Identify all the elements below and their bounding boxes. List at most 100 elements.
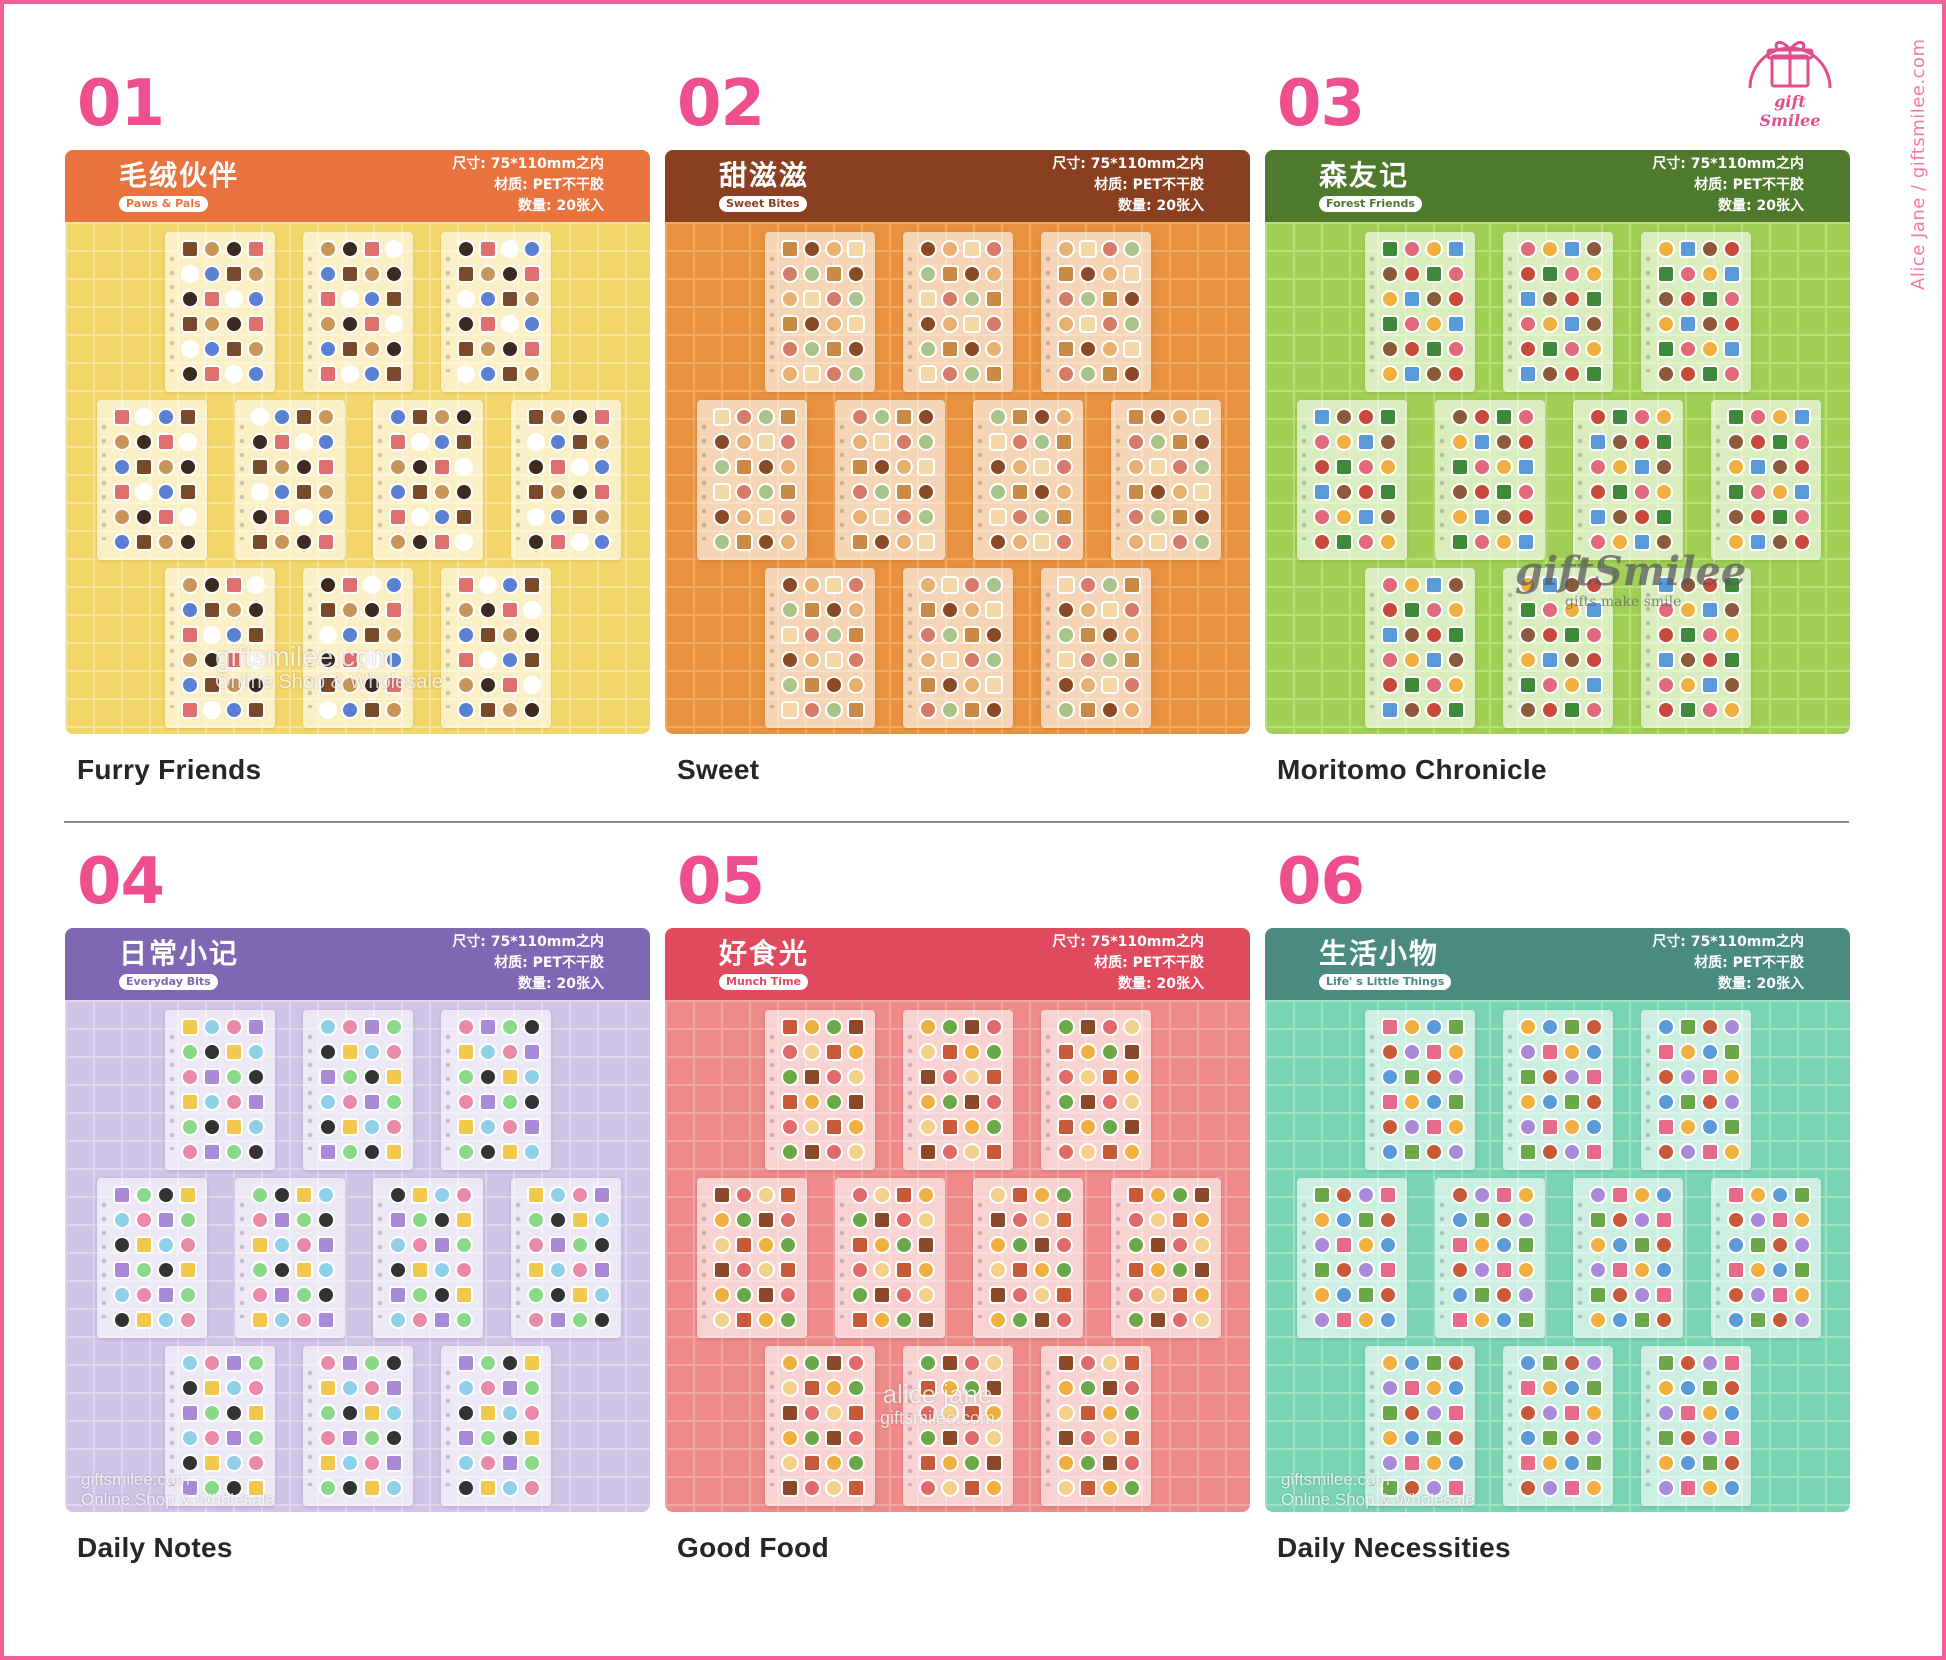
sticker-dot (1585, 576, 1603, 594)
sticker-dot (825, 1354, 843, 1372)
sticker-dot (803, 576, 821, 594)
binder-holes (701, 420, 707, 540)
sticker-dot (1519, 365, 1537, 383)
sticker-dot (735, 1186, 753, 1204)
sticker-dot (1727, 1211, 1745, 1229)
sticker-dot (1563, 576, 1581, 594)
sticker-sheet (903, 232, 1013, 392)
sticker-pack-card[interactable]: 甜滋滋 Sweet Bites 尺寸: 75*110mm之内 材质: PET不干… (665, 150, 1250, 734)
sticker-dot (963, 1143, 981, 1161)
binder-holes (907, 588, 913, 708)
sticker-dot (1101, 1354, 1119, 1372)
sticker-sheet (1041, 1010, 1151, 1170)
sticker-dot (847, 1404, 865, 1422)
spec-material: 材质: PET不干胶 (494, 955, 604, 971)
sticker-dot (1357, 1236, 1375, 1254)
sticker-dot (1655, 533, 1673, 551)
sticker-dot (363, 1479, 381, 1497)
sticker-dot (385, 265, 403, 283)
sticker-dot (919, 1379, 937, 1397)
sticker-dot (135, 483, 153, 501)
sticker-dot (389, 1236, 407, 1254)
sticker-dot (963, 1118, 981, 1136)
sticker-dot (1079, 601, 1097, 619)
binder-holes (1301, 1198, 1307, 1318)
sticker-dot (385, 1404, 403, 1422)
sticker-dot (781, 265, 799, 283)
sticker-dot (1079, 1429, 1097, 1447)
sticker-dot (1541, 576, 1559, 594)
sticker-dot (1403, 576, 1421, 594)
sticker-dot (1633, 1286, 1651, 1304)
sticker-dot (847, 365, 865, 383)
sticker-dot (113, 408, 131, 426)
sticker-dot (363, 676, 381, 694)
sticker-dot (941, 315, 959, 333)
sticker-dot (1403, 601, 1421, 619)
sticker-dot (919, 340, 937, 358)
sticker-dot (1589, 458, 1607, 476)
card-body-sheets: giftSmilee gifts make smile (1265, 222, 1850, 734)
sticker-dot (457, 1118, 475, 1136)
sticker-dot (295, 533, 313, 551)
sticker-dot (985, 1429, 1003, 1447)
sticker-dot (179, 1261, 197, 1279)
sticker-pack-card[interactable]: 日常小记 Everyday Bits 尺寸: 75*110mm之内 材质: PE… (65, 928, 650, 1512)
sticker-dot (363, 701, 381, 719)
gift-smilee-logo[interactable]: gift Smilee (1742, 26, 1838, 130)
sticker-dot (523, 1068, 541, 1086)
binder-holes (1115, 1198, 1121, 1318)
sticker-dot (1771, 483, 1789, 501)
sticker-dot (113, 1186, 131, 1204)
sticker-dot (941, 1479, 959, 1497)
sticker-dot (1495, 1211, 1513, 1229)
sticker-dot (317, 1311, 335, 1329)
sticker-dot (1011, 1186, 1029, 1204)
sticker-dot (385, 290, 403, 308)
sticker-dot (319, 1093, 337, 1111)
sticker-dot (295, 1261, 313, 1279)
sticker-dot (779, 1236, 797, 1254)
binder-holes (307, 1030, 313, 1150)
sticker-dot (225, 1043, 243, 1061)
sticker-dot (1541, 1143, 1559, 1161)
sticker-dot (203, 290, 221, 308)
sticker-dot (363, 1143, 381, 1161)
sticker-dot (181, 1118, 199, 1136)
sticker-dot (1541, 1379, 1559, 1397)
sticker-dot (523, 240, 541, 258)
sticker-dot (181, 1454, 199, 1472)
sticker-dot (433, 508, 451, 526)
sticker-dot (1171, 1186, 1189, 1204)
sticker-pack-card[interactable]: 生活小物 Life' s Little Things 尺寸: 75*110mm之… (1265, 928, 1850, 1512)
sticker-dot (571, 533, 589, 551)
sticker-dot (527, 1236, 545, 1254)
sticker-dot (1517, 1261, 1535, 1279)
sticker-dot (319, 290, 337, 308)
sticker-dot (1701, 1093, 1719, 1111)
item-caption: Daily Notes (77, 1532, 233, 1563)
sticker-dot (1193, 1311, 1211, 1329)
sticker-dot (1495, 533, 1513, 551)
sticker-dot (225, 1118, 243, 1136)
sticker-dot (1447, 601, 1465, 619)
sticker-pack-card[interactable]: 森友记 Forest Friends 尺寸: 75*110mm之内 材质: PE… (1265, 150, 1850, 734)
sticker-dot (1657, 365, 1675, 383)
sticker-dot (1127, 458, 1145, 476)
sticker-sheet (1111, 1178, 1221, 1338)
sticker-dot (963, 576, 981, 594)
sticker-dot (341, 340, 359, 358)
sticker-dot (1679, 240, 1697, 258)
binder-holes (101, 1198, 107, 1318)
sticker-pack-card[interactable]: 好食光 Munch Time 尺寸: 75*110mm之内 材质: PET不干胶… (665, 928, 1250, 1512)
sticker-dot (847, 1118, 865, 1136)
sticker-dot (181, 651, 199, 669)
sticker-dot (247, 1354, 265, 1372)
sticker-dot (363, 1043, 381, 1061)
sticker-dot (501, 1018, 519, 1036)
sticker-dot (1447, 1118, 1465, 1136)
pack-subtitle-en: Munch Time (719, 974, 808, 990)
sticker-dot (963, 1429, 981, 1447)
sticker-dot (803, 1018, 821, 1036)
sticker-pack-card[interactable]: 毛绒伙伴 Paws & Pals 尺寸: 75*110mm之内 材质: PET不… (65, 150, 650, 734)
